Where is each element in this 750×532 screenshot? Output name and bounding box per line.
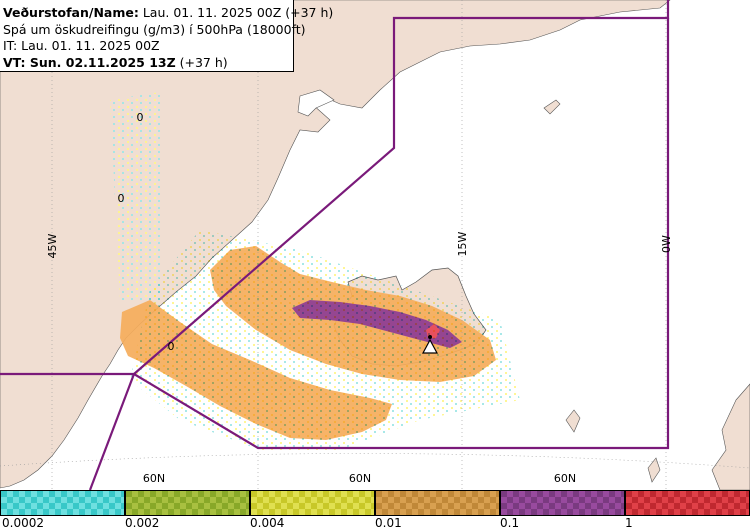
ash-dispersion-map: 45W 15W 0W 60N 60N 60N 0 0 0 (0, 0, 750, 490)
issuer-line: Veðurstofan/Name: Lau. 01. 11. 2025 00Z … (3, 5, 333, 22)
lon-label-0w: 0W (660, 235, 673, 253)
contour-label-3: 0 (168, 340, 175, 353)
legend-swatch-1 (0, 490, 125, 516)
issuer-label: Veðurstofan/Name: (3, 5, 139, 20)
zone-boundary (0, 0, 670, 490)
contour-label-2: 0 (118, 192, 125, 205)
lat-label-3: 60N (554, 472, 576, 485)
faroe-islands (565, 409, 581, 433)
lon-label-15w: 15W (456, 231, 469, 256)
shetland-islands (647, 457, 661, 483)
lon-label-45w: 45W (46, 233, 59, 258)
concentration-legend (0, 490, 750, 518)
legend-swatch-2 (125, 490, 250, 516)
valid-time-offset: (+37 h) (175, 54, 228, 70)
volcano-marker (421, 335, 439, 354)
legend-swatch-5 (500, 490, 625, 516)
forecast-description: Spá um öskudreifingu (g/m3) í 500hPa (18… (3, 21, 306, 37)
norway-coast (711, 383, 750, 490)
legend-tick-5: 1 (625, 516, 633, 530)
longitude-labels: 45W 15W 0W (46, 231, 673, 258)
contour-label-1: 0 (137, 111, 144, 124)
legend-tick-2: 0.004 (250, 516, 285, 530)
legend-tick-3: 0.01 (375, 516, 402, 530)
jan-mayen-island (543, 99, 561, 115)
ash-plume-margin-2 (130, 230, 520, 450)
forecast-info-box: Veðurstofan/Name: Lau. 01. 11. 2025 00Z … (0, 0, 333, 72)
greenland-fjord (297, 89, 335, 117)
lat-label-2: 60N (349, 472, 371, 485)
initial-time: IT: Lau. 01. 11. 2025 00Z (3, 38, 160, 53)
graticule (0, 0, 750, 490)
contour-labels: 0 0 0 (118, 111, 175, 353)
lat-label-1: 60N (143, 472, 165, 485)
valid-time-line: VT: Sun. 02.11.2025 13Z (+37 h) (3, 55, 293, 72)
valid-time-label: VT: Sun. 02.11.2025 13Z (3, 54, 176, 70)
legend-tick-0: 0.0002 (2, 516, 44, 530)
latitude-labels: 60N 60N 60N (143, 472, 576, 485)
legend-swatch-6 (625, 490, 750, 516)
greenland-land (0, 0, 671, 489)
issuer-value: Lau. 01. 11. 2025 00Z (+37 h) (138, 5, 334, 20)
legend-tick-1: 0.002 (125, 516, 160, 530)
ash-plume-margin (110, 92, 160, 300)
legend-swatch-3 (250, 490, 375, 516)
legend-tick-4: 0.1 (500, 516, 520, 530)
legend-swatch-4 (375, 490, 500, 516)
